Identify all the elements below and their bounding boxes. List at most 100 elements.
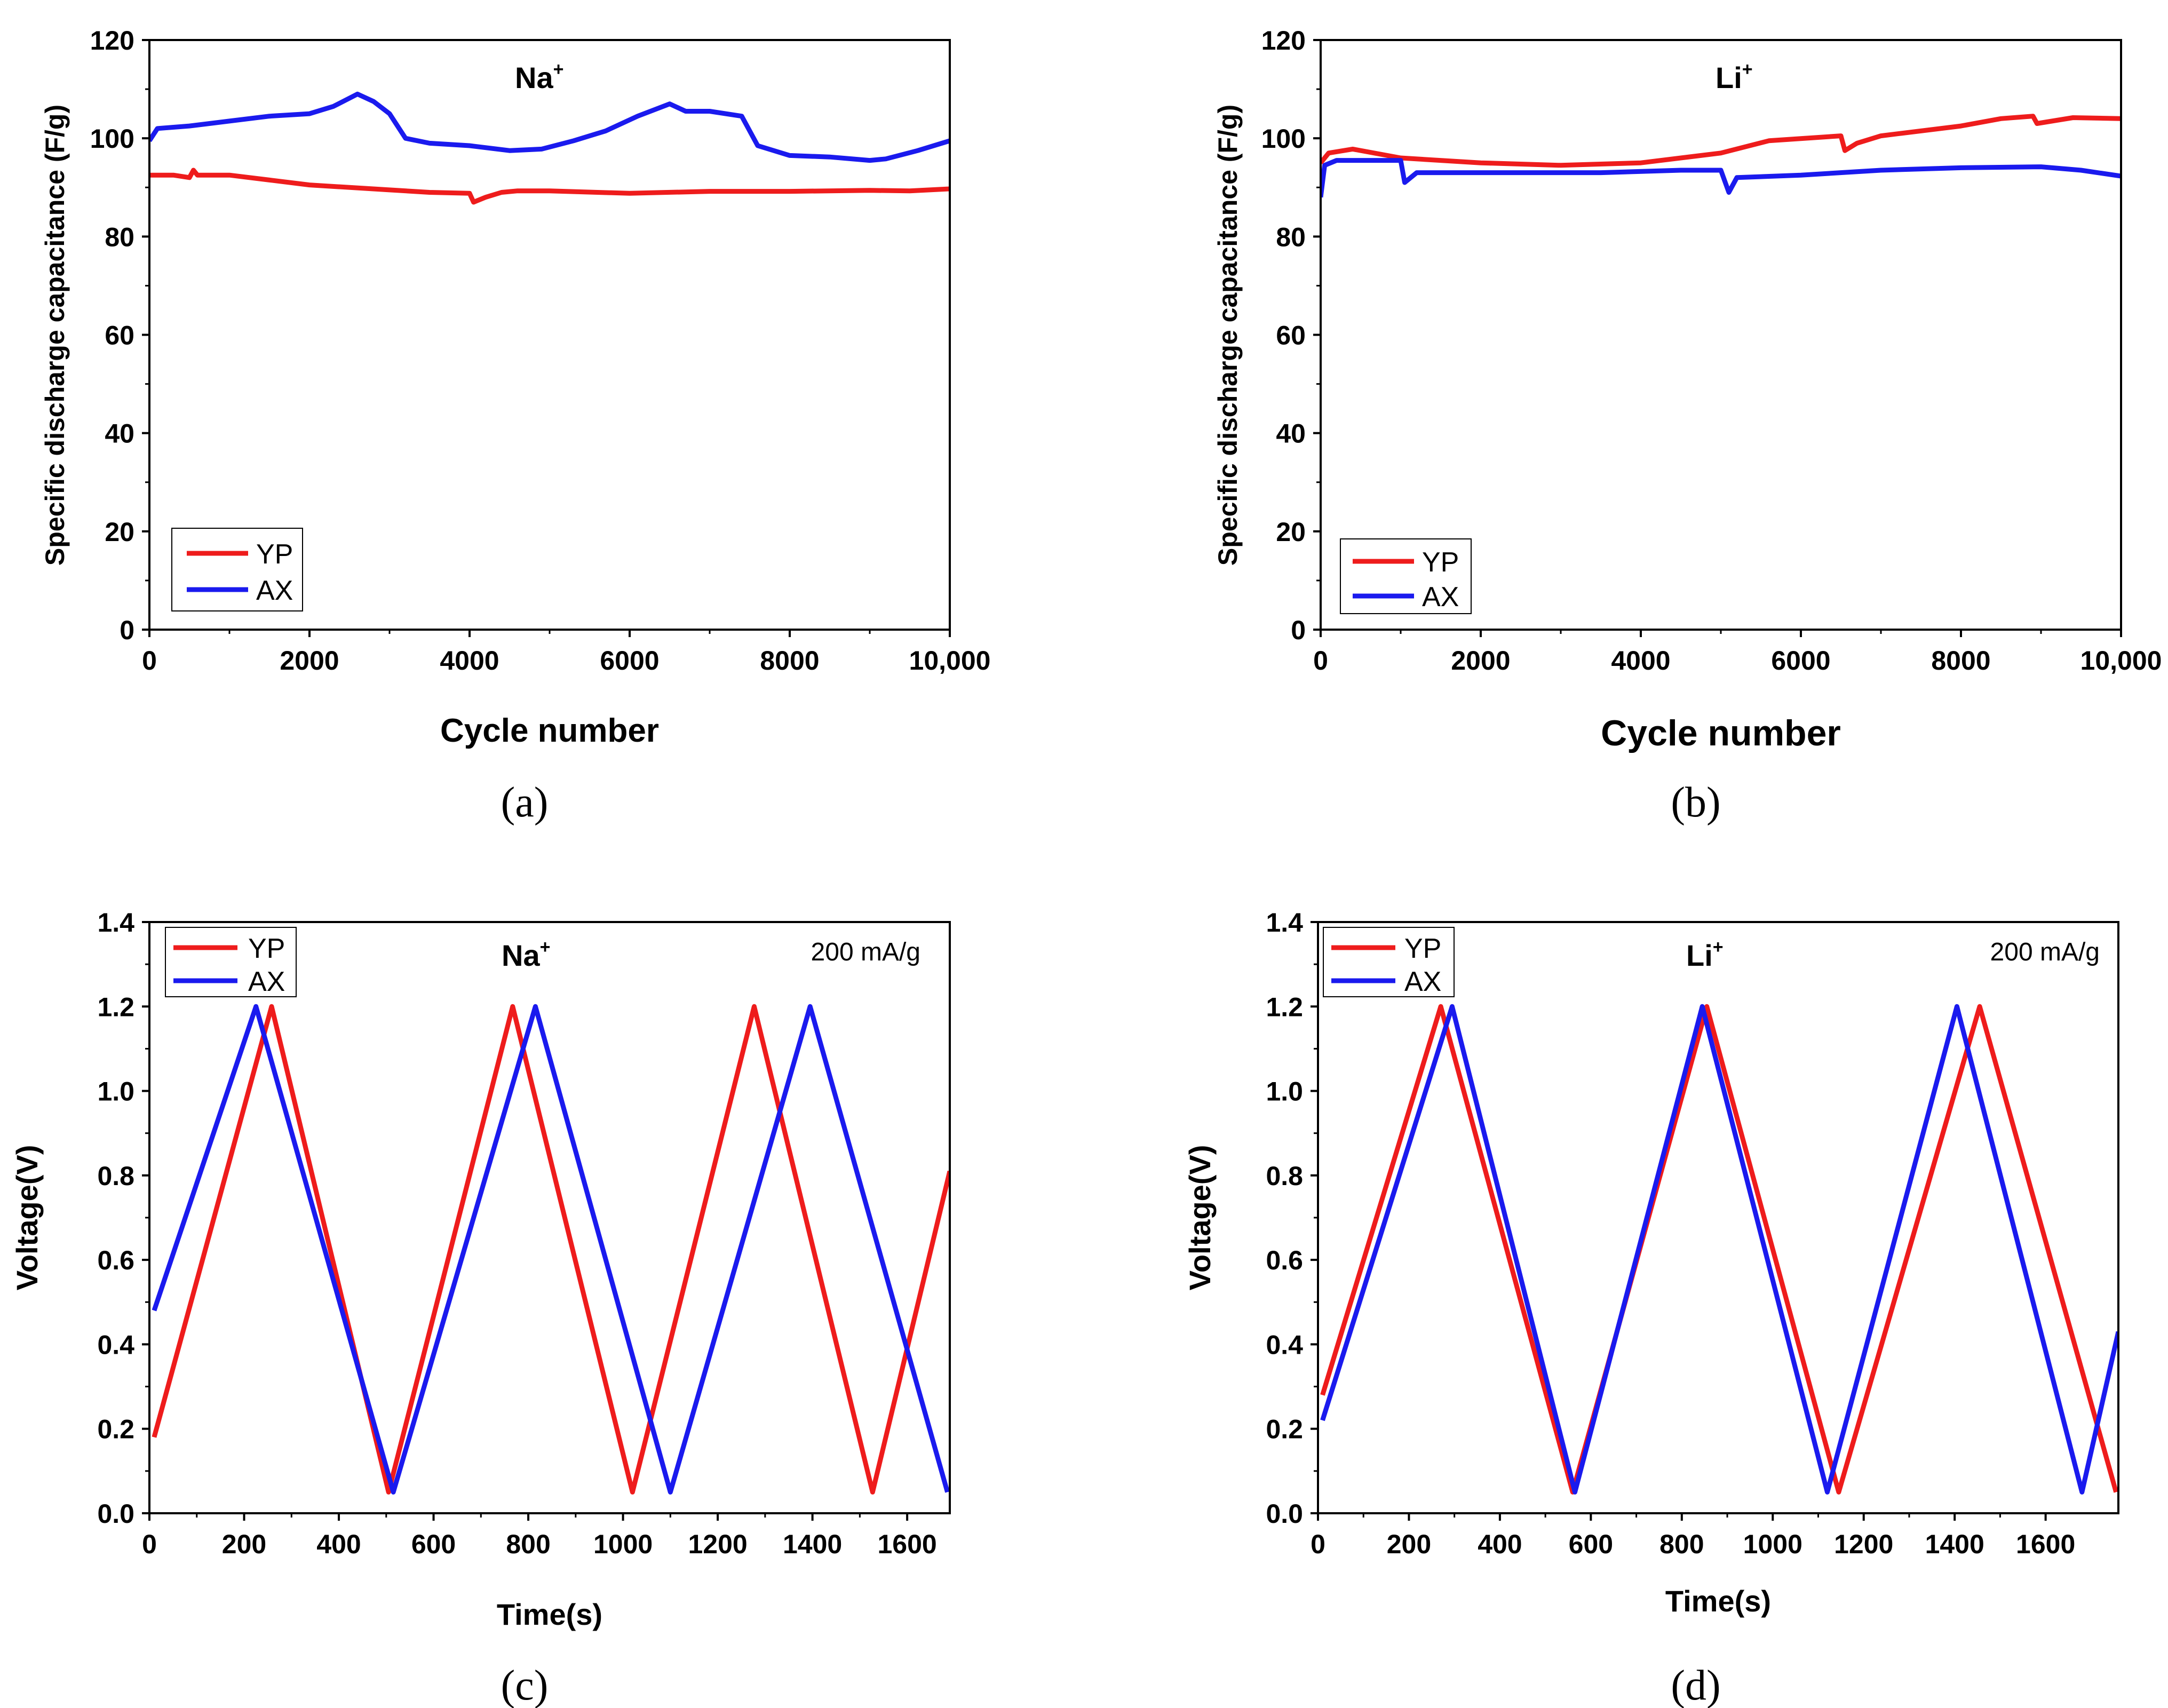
- panel-d-legend: YP AX: [1323, 927, 1455, 997]
- panel-d-y-tick-label: 1.0: [1266, 1077, 1303, 1107]
- panel-c-ticks: 0 200 400 600 800 1000 1200 1400 1600 0.0 0.2 0.4 0.…: [97, 908, 936, 1559]
- panel-a-y-tick-label: 120: [90, 26, 134, 55]
- panel-c-y-tick-label: 0.6: [97, 1245, 134, 1275]
- panel-c-legend: YP AX: [165, 927, 297, 997]
- panel-d-series-yp-line: [1320, 1004, 2118, 1495]
- panel-c-y-tick-label: 0.0: [97, 1499, 134, 1529]
- panel-d: 0 200 400 600 800 1000 1200 1400 1600 0.0 0.2 0.4 0.…: [1183, 908, 2119, 1708]
- panel-c-current-density-note: 200 mA/g: [811, 938, 920, 966]
- panel-a-x-axis-title: Cycle number: [440, 712, 659, 749]
- panel-d-x-axis-title: Time(s): [1665, 1584, 1771, 1618]
- panel-d-y-axis-title: Voltage(V): [1183, 1145, 1217, 1291]
- panel-a-y-tick-label: 20: [105, 517, 134, 547]
- panel-d-x-tick-label: 1600: [2016, 1529, 2075, 1559]
- panel-c-y-tick-label: 0.4: [97, 1330, 134, 1360]
- panel-c-y-tick-label: 1.0: [97, 1077, 134, 1107]
- panel-c-series-ax-line: [152, 1004, 950, 1495]
- panel-d-ticks: 0 200 400 600 800 1000 1200 1400 1600 0.0 0.2 0.4 0.…: [1266, 908, 2075, 1559]
- panel-b-series-yp-line: [1321, 114, 2121, 168]
- panel-c-x-tick-label: 1200: [688, 1529, 747, 1559]
- panel-d-legend-ax-label: AX: [1404, 966, 1441, 997]
- panel-d-x-tick-label: 200: [1387, 1529, 1431, 1559]
- panel-a-legend: YP AX: [171, 528, 303, 611]
- panel-d-x-tick-label: 400: [1478, 1529, 1522, 1559]
- panel-d-series-ax-line: [1320, 1004, 2118, 1495]
- panel-a-y-tick-label: 0: [120, 615, 134, 645]
- panel-a-x-tick-label: 10,000: [909, 646, 991, 676]
- panel-a-legend-ax-label: AX: [256, 575, 293, 606]
- panel-d-x-tick-label: 600: [1569, 1529, 1613, 1559]
- panel-d-y-tick-label: 0.8: [1266, 1161, 1303, 1191]
- panel-b-x-tick-label: 8000: [1931, 646, 1990, 676]
- panel-a-x-tick-label: 6000: [600, 646, 659, 676]
- panel-d-x-tick-label: 1000: [1743, 1529, 1802, 1559]
- panel-a-series-yp-line: [149, 168, 950, 205]
- panel-c-x-tick-label: 600: [411, 1529, 456, 1559]
- panel-b-series: [1321, 114, 2121, 198]
- panel-d-caption: (d): [1671, 1662, 1720, 1708]
- panel-c-x-tick-label: 1600: [878, 1529, 937, 1559]
- panel-b-x-tick-label: 0: [1313, 646, 1328, 676]
- panel-c-series-yp-line: [152, 1004, 950, 1495]
- panel-c-x-tick-label: 800: [506, 1529, 550, 1559]
- panel-c-y-axis-title: Voltage(V): [10, 1145, 44, 1291]
- panel-b-x-tick-label: 10,000: [2080, 646, 2162, 676]
- panel-c-legend-box: [165, 927, 297, 997]
- panel-d-x-tick-label: 0: [1311, 1529, 1325, 1559]
- panel-a-x-tick-label: 4000: [440, 646, 499, 676]
- panel-d-y-tick-label: 0.0: [1266, 1499, 1303, 1529]
- panel-b-y-tick-label: 100: [1261, 124, 1306, 154]
- panel-d-y-tick-label: 0.4: [1266, 1330, 1303, 1360]
- panel-d-x-tick-label: 1400: [1925, 1529, 1984, 1559]
- panel-b-legend-box: [1340, 538, 1472, 614]
- panel-a-ticks: 0 2000 4000 6000 8000 10,000 0 20 40 60 80 100 120: [90, 26, 991, 676]
- panel-b-y-tick-label: 60: [1276, 321, 1306, 351]
- panel-b-x-tick-label: 2000: [1451, 646, 1510, 676]
- panel-b-y-tick-label: 20: [1276, 517, 1306, 547]
- panel-c-x-tick-label: 1000: [593, 1529, 653, 1559]
- panel-d-current-density-note: 200 mA/g: [1990, 938, 2100, 966]
- panel-d-ion-title: Li+: [1686, 937, 1724, 972]
- panel-b-ion-title: Li+: [1716, 59, 1753, 94]
- panel-b-y-tick-label: 0: [1291, 615, 1306, 645]
- panel-c-y-tick-label: 1.2: [97, 992, 134, 1022]
- panel-a-x-tick-label: 8000: [760, 646, 819, 676]
- panel-c: 0 200 400 600 800 1000 1200 1400 1600 0.0 0.2 0.4 0.…: [10, 908, 951, 1708]
- panel-d-y-tick-label: 0.2: [1266, 1415, 1303, 1444]
- panel-a-x-tick-label: 0: [142, 646, 157, 676]
- panel-b-x-tick-label: 6000: [1771, 646, 1830, 676]
- panel-a-series-ax-line: [149, 91, 950, 163]
- panel-d-legend-yp-label: YP: [1404, 933, 1441, 964]
- panel-b-y-tick-label: 40: [1276, 419, 1306, 449]
- panel-d-x-tick-label: 1200: [1834, 1529, 1893, 1559]
- panel-a-y-tick-label: 60: [105, 321, 134, 351]
- panel-b-y-tick-label: 80: [1276, 222, 1306, 252]
- panel-a-y-tick-label: 40: [105, 419, 134, 449]
- panel-c-x-tick-label: 1400: [783, 1529, 842, 1559]
- panel-b-legend-yp-label: YP: [1422, 547, 1459, 578]
- panel-c-y-tick-label: 0.8: [97, 1161, 134, 1191]
- panel-a-caption: (a): [501, 779, 549, 826]
- panel-b-legend-ax-label: AX: [1422, 582, 1459, 613]
- panel-b-caption: (b): [1671, 779, 1720, 826]
- panel-c-legend-ax-label: AX: [248, 966, 285, 997]
- panel-c-caption: (c): [501, 1662, 549, 1708]
- panel-d-y-tick-label: 1.4: [1266, 908, 1303, 938]
- panel-b-series-ax-line: [1321, 158, 2121, 198]
- panel-b-x-tick-label: 4000: [1611, 646, 1670, 676]
- panel-d-y-tick-label: 0.6: [1266, 1245, 1303, 1275]
- panel-a-y-axis-title: Specific discharge capacitance (F/g): [40, 105, 70, 566]
- panel-a: 0 2000 4000 6000 8000 10,000 0 20 40 60 80 100 120 N…: [40, 26, 990, 826]
- panel-c-x-tick-label: 200: [222, 1529, 266, 1559]
- panel-c-x-axis-title: Time(s): [497, 1598, 602, 1631]
- panel-d-series: [1320, 1004, 2118, 1495]
- panel-b-ticks: 0 2000 4000 6000 8000 10,000 0 20 40 60 80 100 120: [1261, 26, 2162, 676]
- panel-a-y-tick-label: 80: [105, 222, 134, 252]
- panel-a-legend-box: [171, 528, 303, 611]
- panel-b-legend: YP AX: [1340, 538, 1472, 614]
- panel-d-x-tick-label: 800: [1659, 1529, 1704, 1559]
- panel-c-y-tick-label: 0.2: [97, 1415, 134, 1444]
- panel-c-x-tick-label: 0: [142, 1529, 157, 1559]
- panel-c-y-tick-label: 1.4: [97, 908, 134, 938]
